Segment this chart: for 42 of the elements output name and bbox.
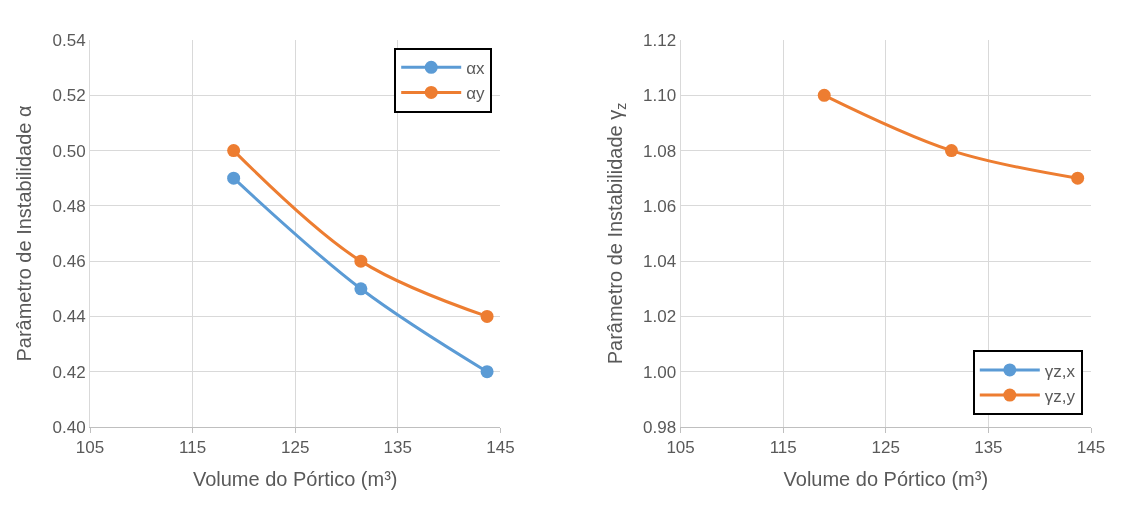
y-tick-label: 0.46 [52, 252, 86, 272]
y-tick-label: 1.10 [643, 86, 677, 106]
x-tick-label: 125 [871, 438, 900, 458]
y-tick-label: 1.12 [643, 30, 677, 50]
y-tick-label: 0.40 [52, 417, 86, 437]
y-tick-label: 1.08 [643, 141, 677, 161]
point [480, 309, 494, 323]
x-axis-title: Volume do Pórtico (m³) [783, 467, 989, 490]
legend-label: γz,y [1044, 386, 1076, 406]
legend-label: αx [466, 58, 486, 78]
point [227, 144, 241, 158]
point [1071, 171, 1085, 185]
legend-label: αy [466, 84, 486, 104]
y-tick-label: 0.98 [643, 417, 677, 437]
y-tick-label: 0.44 [52, 307, 86, 327]
y-tick-label: 1.04 [643, 252, 677, 272]
x-tick-label: 115 [179, 438, 207, 458]
y-tick-label: 1.00 [643, 362, 677, 382]
x-tick-label: 115 [769, 438, 797, 458]
point [944, 144, 958, 158]
y-tick-label: 0.54 [52, 30, 86, 50]
point [480, 365, 494, 379]
y-tick-label: 1.06 [643, 196, 677, 216]
y-axis-title: Parâmetro de Instabilidade α [13, 105, 36, 362]
x-tick-label: 135 [974, 438, 1003, 458]
legend-label: γz,x [1044, 361, 1076, 381]
x-tick-label: 125 [281, 438, 310, 458]
y-tick-label: 0.42 [52, 362, 86, 382]
x-tick-label: 135 [383, 438, 412, 458]
x-tick-label: 145 [1076, 438, 1106, 458]
x-tick-label: 105 [75, 438, 105, 458]
y-tick-label: 0.50 [52, 141, 86, 161]
point [354, 282, 368, 296]
x-tick-label: 145 [486, 438, 515, 458]
point [354, 254, 368, 268]
point [227, 171, 241, 185]
x-axis-title: Volume do Pórtico (m³) [192, 467, 398, 490]
y-tick-label: 1.02 [643, 307, 677, 327]
point [817, 88, 831, 102]
y-tick-label: 0.48 [52, 196, 86, 216]
y-tick-label: 0.52 [52, 86, 86, 106]
x-tick-label: 105 [666, 438, 695, 458]
